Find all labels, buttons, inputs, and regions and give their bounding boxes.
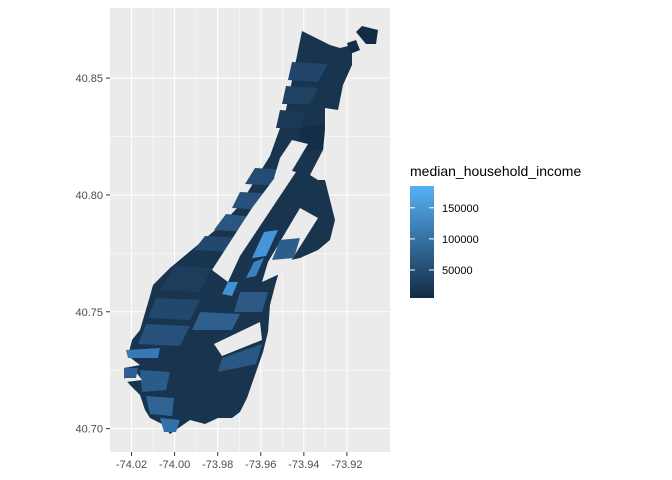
y-axis: 40.70 40.75 40.80 40.85 (75, 73, 110, 436)
legend-label: 100000 (442, 234, 479, 246)
central-park-lower (212, 168, 296, 282)
y-tick-label: 40.70 (75, 424, 103, 436)
inwood-tract (356, 26, 378, 44)
river-gap-east (214, 322, 262, 356)
legend-label: 150000 (442, 203, 479, 215)
tract-ues1 (252, 230, 278, 258)
tract-wh3 (276, 110, 306, 128)
legend-title: median_household_income (410, 163, 581, 179)
tract-ues3 (272, 238, 300, 260)
x-tick-label: -74.02 (116, 459, 147, 471)
tract-governors (124, 368, 138, 378)
tract-wh2 (282, 86, 318, 104)
tract-mt1 (160, 266, 212, 292)
x-axis: -74.02 -74.00 -73.98 -73.96 -73.94 -73.92 (116, 452, 363, 471)
legend-colorbar (410, 186, 434, 298)
x-tick-label: -73.94 (288, 459, 319, 471)
tract-ev1 (218, 344, 262, 372)
tract-mt2 (234, 292, 268, 312)
harlem-river-gap (274, 140, 308, 178)
tract-ues2 (246, 258, 264, 278)
y-tick-label: 40.75 (75, 307, 103, 319)
tract-les1 (180, 372, 236, 398)
tract-tribeca (140, 370, 170, 392)
legend: median_household_income 150000 100000 5000… (410, 163, 581, 298)
x-tick-label: -74.00 (159, 459, 190, 471)
x-tick-label: -73.96 (245, 459, 276, 471)
y-tick-label: 40.80 (75, 190, 103, 202)
tract-fidi (160, 418, 180, 432)
tract-mt4 (192, 312, 240, 330)
marble-hill-tract (347, 40, 360, 54)
tract-bpc (146, 396, 174, 416)
x-tick-label: -73.98 (202, 459, 233, 471)
x-tick-label: -73.92 (331, 459, 362, 471)
y-tick-label: 40.85 (75, 73, 103, 85)
tract-west1 (126, 348, 160, 358)
tract-mt3 (148, 298, 200, 320)
tract-wh1 (288, 62, 328, 82)
manhattan-tracts (124, 26, 378, 434)
legend-label: 50000 (442, 265, 473, 277)
tract-cs1 (138, 324, 190, 346)
tract-midtown1 (222, 282, 238, 296)
